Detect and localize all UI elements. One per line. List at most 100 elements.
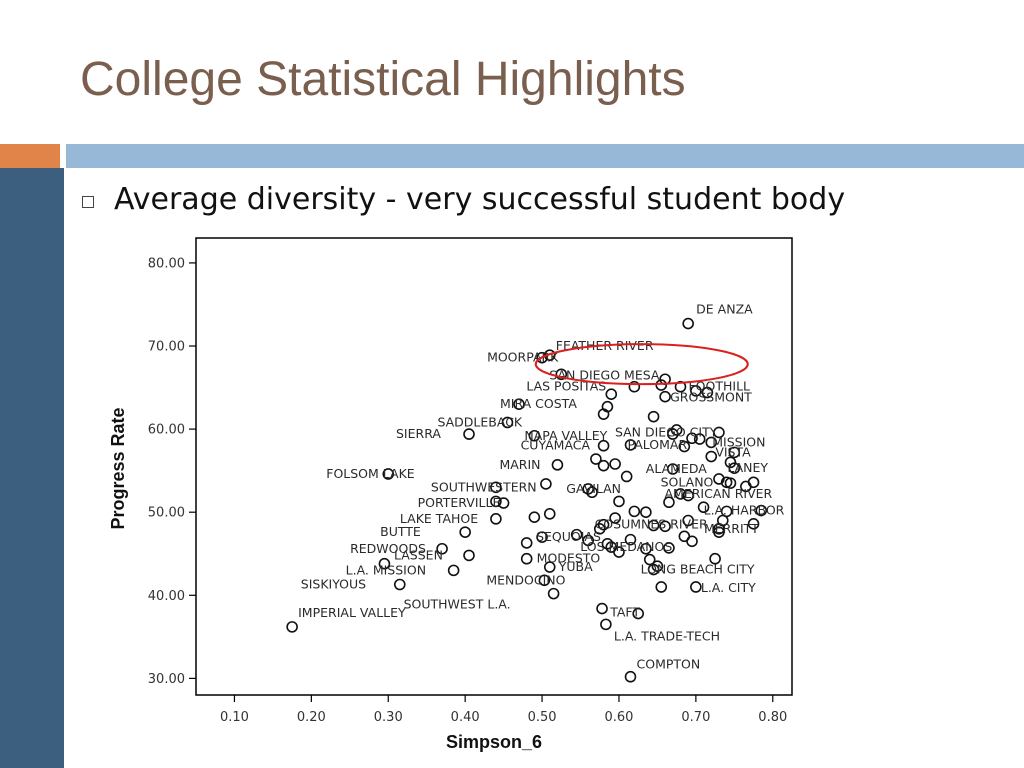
scatter-point (705, 450, 718, 463)
scatter-point (600, 618, 612, 631)
scatter-point (520, 552, 533, 565)
scatter-point (728, 462, 741, 474)
scatter-point (674, 380, 687, 393)
scatter-point (701, 386, 714, 399)
scatter-point (674, 488, 687, 500)
point-label: SEQUOIAS (536, 529, 601, 544)
point-label: MERRITT (704, 521, 759, 536)
x-tick-label: 0.50 (528, 710, 557, 725)
scatter-point (705, 436, 718, 449)
scatter-point (490, 513, 502, 525)
point-label: NAPA VALLEY (524, 428, 607, 443)
point-label: ALAMEDA (646, 461, 707, 476)
y-axis-title: Progress Rate (108, 407, 128, 529)
scatter-point (647, 410, 660, 423)
accent-band-blue (66, 144, 1024, 168)
point-label: PORTERVILLE (418, 495, 501, 510)
scatter-point (713, 473, 725, 485)
point-label: FOOTHILL (688, 379, 750, 394)
scatter-point (713, 526, 725, 538)
point-label: DE ANZA (696, 302, 753, 317)
y-tick-label: 40.00 (148, 589, 185, 604)
point-label: SADDLEBACK (437, 414, 522, 429)
scatter-point (628, 380, 641, 393)
point-label: MARIN (499, 457, 540, 472)
scatter-point (613, 546, 625, 558)
point-label: YUBA (558, 559, 593, 574)
scatter-point (690, 581, 702, 593)
y-tick-label: 50.00 (148, 506, 185, 521)
scatter-point (640, 506, 652, 519)
point-label: LAKE TAHOE (400, 511, 478, 526)
scatter-point (647, 519, 660, 532)
scatter-point (497, 497, 510, 509)
slide-title: College Statistical Highlights (80, 53, 686, 106)
x-tick-label: 0.20 (297, 710, 326, 725)
scatter-point (547, 587, 560, 600)
point-label: SAN DIEGO MESA (549, 367, 660, 382)
scatter-point (628, 505, 641, 518)
scatter-point (593, 523, 606, 535)
highlight-ellipse (534, 343, 749, 386)
bullet-text: Average diversity - very successful stud… (114, 182, 846, 217)
scatter-point (713, 426, 725, 439)
scatter-point (597, 459, 610, 472)
scatter-point (582, 483, 595, 495)
scatter-point (378, 557, 391, 570)
scatter-point (678, 440, 691, 453)
point-label: SAN DIEGO CITY (615, 424, 718, 439)
scatter-point (490, 481, 502, 494)
scatter-point (632, 607, 644, 620)
x-tick-label: 0.60 (604, 710, 633, 725)
point-label: REDWOODS (350, 541, 426, 556)
point-label: LANEY (727, 460, 768, 475)
scatter-point (686, 432, 698, 445)
scatter-point (447, 564, 460, 577)
scatter-point (728, 446, 741, 459)
plot-frame (195, 237, 793, 696)
scatter-point (463, 549, 475, 562)
scatter-point (709, 552, 721, 565)
point-label: L.A. TRADE-TECH (614, 628, 720, 643)
point-label: SIERRA (396, 426, 441, 441)
point-label: MENDOCINO (486, 572, 565, 587)
scatter-point (613, 495, 625, 508)
scatter-point (513, 398, 525, 410)
scatter-point (528, 511, 541, 523)
scatter-point (643, 553, 656, 566)
scatter-point (655, 379, 668, 391)
x-tick-label: 0.30 (374, 710, 403, 725)
point-label: COMPTON (637, 657, 701, 672)
scatter-point (624, 439, 637, 451)
scatter-point (609, 458, 621, 470)
scatter-point (490, 495, 502, 508)
square-bullet-icon (82, 195, 94, 208)
scatter-point (551, 459, 564, 471)
scatter-point (651, 560, 664, 573)
left-sidebar-bar (0, 168, 64, 768)
scatter-point (682, 489, 694, 502)
scatter-point (605, 388, 618, 401)
scatter-point (697, 501, 710, 514)
accent-band-orange (0, 144, 60, 168)
point-label: FOLSOM LAKE (326, 466, 415, 481)
scatter-point (597, 408, 610, 420)
scatter-point (620, 470, 633, 483)
scatter-point (716, 514, 729, 527)
scatter-point (597, 439, 610, 452)
point-label: LAS POSITAS (526, 379, 606, 394)
scatter-point (528, 429, 541, 442)
y-tick-label: 60.00 (148, 423, 185, 438)
point-label: L.A. HARBOR (704, 502, 785, 517)
point-label: LONG BEACH CITY (641, 562, 755, 577)
scatter-point (463, 428, 475, 440)
point-label: L.A. CITY (701, 580, 756, 595)
x-tick-label: 0.80 (758, 710, 787, 725)
scatter-point (286, 621, 298, 633)
point-label: SISKIYOUS (301, 576, 366, 591)
scatter-point (536, 351, 548, 364)
point-label: MOORPARK (487, 350, 559, 365)
x-axis-title: Simpson_6 (446, 732, 542, 752)
scatter-point (540, 478, 552, 490)
scatter-point (459, 526, 471, 538)
